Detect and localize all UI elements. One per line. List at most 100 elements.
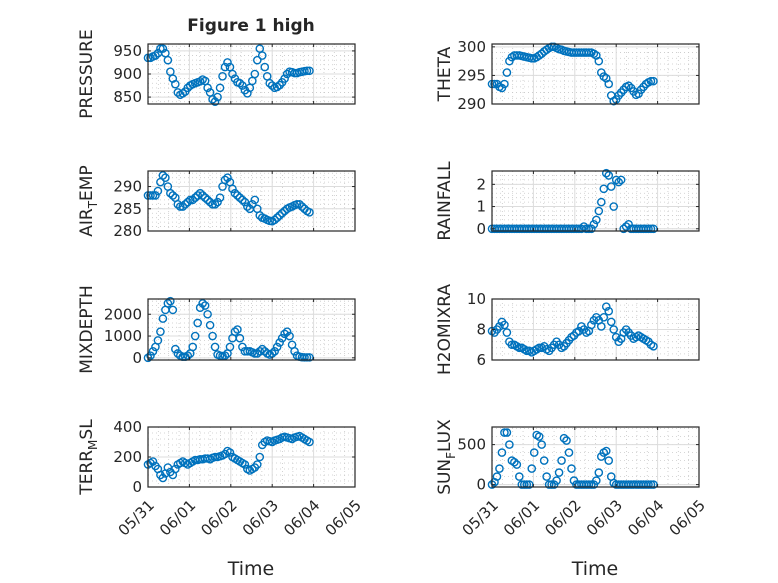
x-tick-label: 06/01 [500,496,543,539]
data-point [305,353,314,362]
data-point [601,168,611,178]
data-point [579,222,589,231]
data-point [542,472,551,481]
data-point [168,305,178,315]
data-point [250,349,260,358]
data-point [148,191,158,200]
data-point [500,79,509,89]
y-tick-label: 2 [476,175,486,193]
data-point [171,464,180,474]
data-point [305,437,314,447]
data-point [180,200,190,209]
data-series [143,431,314,483]
data-point [592,215,601,225]
data-point [175,202,185,211]
data-point [151,191,160,200]
x-tick-label: 05/31 [115,496,158,539]
subplot-air_temp: 280 285 290 AIRTEMP [77,165,356,240]
data-point [198,299,207,308]
data-point [215,193,225,202]
data-point [547,42,556,52]
figure-title: Figure 1 high [187,16,315,36]
data-point [223,173,232,182]
data-point [492,472,502,481]
data-point [153,186,163,196]
data-point [644,224,653,234]
y-tick-label: 8 [476,321,486,339]
data-point [275,338,284,347]
data-point [589,220,599,229]
data-point [238,195,247,205]
data-point [609,202,619,211]
data-point [604,456,614,465]
subplot-terr_msl: 0 200 400 TERRMSL 05/3106/0106/0206/0306/040… [77,418,365,539]
data-point [594,56,604,66]
data-point [275,211,284,220]
data-point [611,332,621,342]
axes-box [491,426,700,488]
data-point [188,195,198,205]
data-point [596,197,606,207]
y-tick-label: 280 [113,222,142,240]
data-point [604,171,614,180]
data-point [158,44,168,53]
y-tick-label: 1 [476,198,486,216]
data-point [277,208,287,218]
data-point [228,69,237,79]
data-point [557,456,566,465]
y-tick-label: 295 [457,66,486,84]
data-point [208,200,217,209]
data-point [497,448,507,457]
x-tick-label: 06/03 [239,496,282,539]
data-point [240,460,250,469]
data-point [537,440,546,449]
data-point [225,342,235,352]
data-point [292,200,302,209]
x-axis-label-right: Time [571,558,619,580]
data-point [156,327,165,336]
data-point [178,202,188,211]
data-point [252,460,262,469]
data-point [594,468,604,477]
y-tick-label: 10 [467,290,486,308]
data-point [280,329,289,339]
data-point [200,193,210,202]
subplot-pressure: 850 900 950 PRESSURE [77,29,356,119]
data-series [487,42,658,106]
data-point [220,62,230,72]
data-point [280,74,289,83]
data-point [646,224,656,234]
data-point [185,195,195,205]
y-tick-label: 500 [457,436,486,454]
data-point [582,224,591,234]
data-point [502,68,512,77]
data-point [599,184,609,194]
x-tick-label: 06/01 [156,496,199,539]
data-point [230,327,240,336]
data-point [195,77,205,86]
data-point [218,72,227,81]
data-point [168,191,178,200]
data-point [649,480,658,489]
data-point [188,342,198,352]
data-point [584,224,594,234]
data-series [143,296,314,363]
data-point [529,448,539,457]
axes-box [491,43,700,105]
data-point [572,224,581,234]
y-axis-label: TERRMSL [77,419,100,496]
data-point [153,336,163,345]
data-point [171,79,180,89]
data-point [223,58,232,67]
y-tick-label: 300 [457,38,486,56]
data-point [305,66,314,76]
y-tick-label: 850 [113,88,142,106]
data-point [146,351,155,360]
data-point [290,346,299,356]
data-point [644,480,653,489]
data-point [210,97,220,106]
data-point [248,200,257,209]
data-point [495,322,504,331]
data-point [210,342,220,352]
data-point [220,351,230,360]
